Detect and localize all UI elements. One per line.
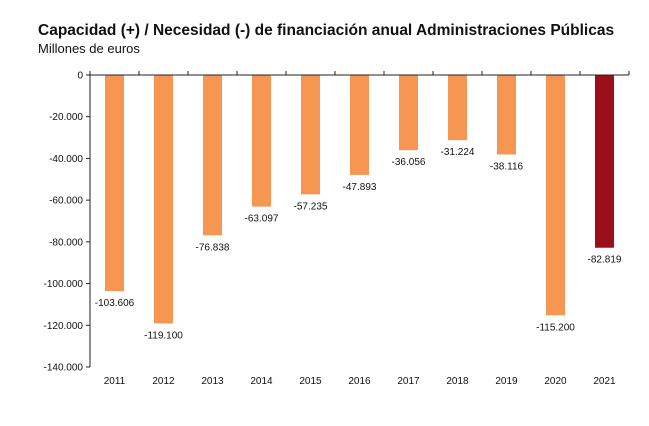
bar-2020 [546,75,565,316]
bar-2016 [350,75,369,175]
x-tick-label-2021: 2021 [593,376,616,387]
x-tick-label-2016: 2016 [348,376,371,387]
x-tick-label-2020: 2020 [544,376,567,387]
bar-2015 [301,75,320,195]
chart-title: Capacidad (+) / Necesidad (-) de financi… [38,22,615,39]
y-tick-label: -100.000 [44,279,84,290]
data-label-2014: -63.097 [245,214,279,225]
data-label-2017: -36.056 [392,157,426,168]
data-label-2011: -103.606 [95,298,135,309]
x-tick-label-2012: 2012 [152,376,175,387]
y-tick-label: -40.000 [49,154,83,165]
y-tick-label: -60.000 [49,196,83,207]
data-label-2021: -82.819 [588,255,622,266]
bar-2019 [497,75,516,155]
data-label-2020: -115.200 [536,322,575,333]
bar-2013 [203,75,222,236]
x-tick-label-2013: 2013 [201,376,224,387]
x-tick-label-2018: 2018 [446,376,469,387]
data-label-2018: -31.224 [441,147,475,158]
data-label-2013: -76.838 [196,242,230,253]
x-tick-label-2017: 2017 [397,376,420,387]
bar-2012 [154,75,173,324]
x-tick-label-2011: 2011 [104,376,126,387]
chart-subtitle: Millones de euros [38,41,140,56]
data-label-2015: -57.235 [294,201,328,212]
y-tick-label: -120.000 [44,321,84,332]
y-tick-label: -20.000 [49,112,83,123]
bar-2014 [252,75,271,207]
y-tick-label: 0 [77,71,83,82]
data-label-2012: -119.100 [144,330,183,341]
data-label-2016: -47.893 [343,182,377,193]
y-tick-label: -80.000 [49,237,83,248]
bar-2017 [399,75,418,151]
data-label-2019: -38.116 [490,161,524,172]
x-tick-label-2019: 2019 [495,376,518,387]
x-tick-label-2015: 2015 [299,376,322,387]
y-tick-label: -140.000 [44,363,84,374]
bar-2021 [595,75,614,248]
bar-2011 [105,75,124,292]
bar-2018 [448,75,467,141]
x-tick-label-2014: 2014 [250,376,273,387]
